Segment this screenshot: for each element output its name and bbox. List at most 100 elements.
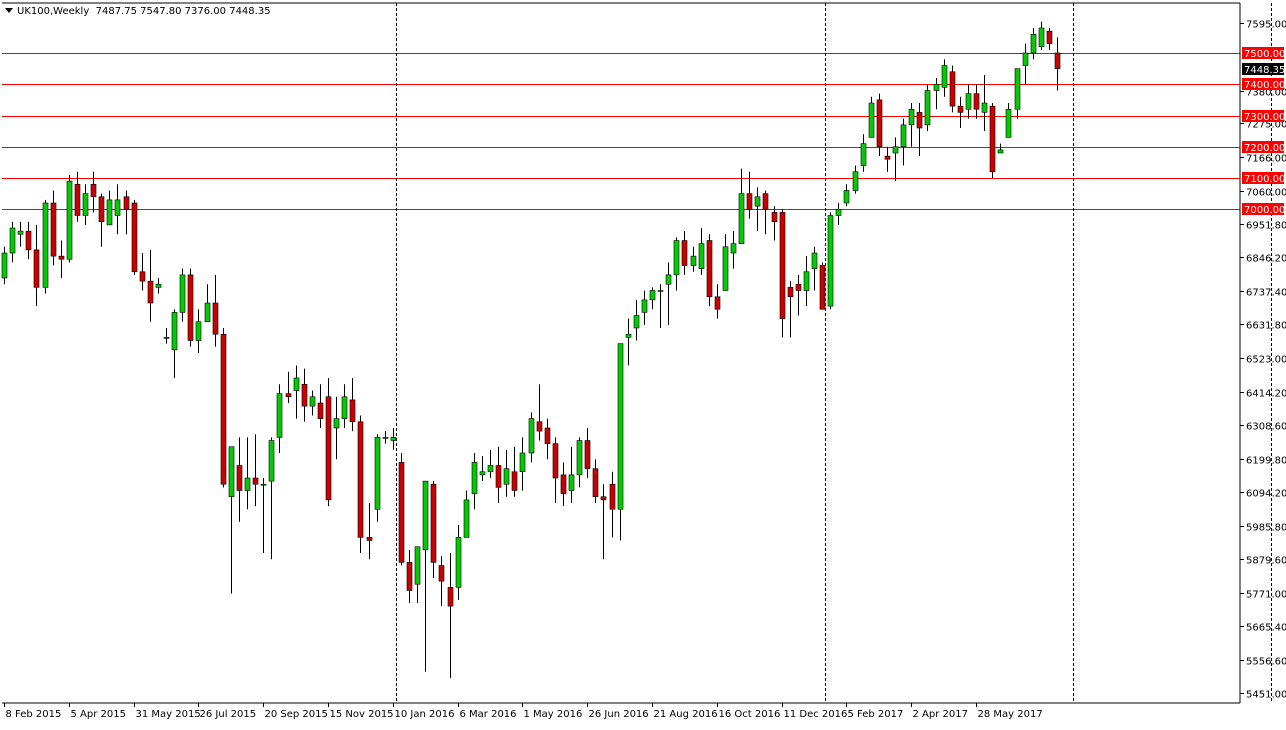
- candle[interactable]: [260, 478, 267, 553]
- candle[interactable]: [916, 103, 923, 157]
- candle[interactable]: [933, 78, 940, 110]
- candle[interactable]: [941, 59, 948, 97]
- candle[interactable]: [187, 268, 194, 347]
- candle[interactable]: [204, 284, 211, 323]
- candle[interactable]: [762, 190, 769, 235]
- candle[interactable]: [852, 165, 859, 194]
- candle[interactable]: [309, 390, 316, 416]
- candle[interactable]: [285, 371, 292, 403]
- candle[interactable]: [600, 484, 607, 560]
- candle[interactable]: [884, 146, 891, 172]
- candle[interactable]: [33, 224, 40, 307]
- candle[interactable]: [163, 328, 170, 344]
- candle[interactable]: [74, 171, 81, 222]
- candle[interactable]: [779, 209, 786, 338]
- candle[interactable]: [123, 190, 130, 235]
- candle[interactable]: [50, 190, 57, 266]
- candle[interactable]: [1038, 21, 1045, 50]
- candle[interactable]: [965, 84, 972, 119]
- candle[interactable]: [681, 231, 688, 275]
- candle[interactable]: [66, 174, 73, 263]
- candle[interactable]: [811, 246, 818, 291]
- candle[interactable]: [487, 449, 494, 478]
- candle[interactable]: [625, 318, 632, 366]
- candle[interactable]: [544, 418, 551, 460]
- candle[interactable]: [592, 459, 599, 503]
- candle[interactable]: [382, 431, 389, 444]
- candle[interactable]: [1054, 37, 1061, 91]
- candle[interactable]: [835, 203, 842, 225]
- candle[interactable]: [325, 378, 332, 507]
- candle[interactable]: [212, 274, 219, 347]
- candle[interactable]: [803, 256, 810, 307]
- candle[interactable]: [244, 437, 251, 510]
- candle[interactable]: [341, 384, 348, 428]
- candle[interactable]: [641, 290, 648, 325]
- candle[interactable]: [795, 274, 802, 316]
- candle[interactable]: [9, 221, 16, 263]
- candle[interactable]: [657, 284, 664, 328]
- candle[interactable]: [90, 171, 97, 213]
- candle[interactable]: [106, 190, 113, 226]
- candle[interactable]: [714, 284, 721, 319]
- candle[interactable]: [868, 96, 875, 138]
- candle[interactable]: [171, 309, 178, 378]
- candle[interactable]: [552, 437, 559, 503]
- candle[interactable]: [973, 84, 980, 119]
- candle[interactable]: [860, 134, 867, 172]
- candle[interactable]: [997, 143, 1004, 154]
- candle[interactable]: [114, 184, 121, 235]
- candle[interactable]: [633, 299, 640, 341]
- candle[interactable]: [576, 437, 583, 488]
- candle[interactable]: [317, 384, 324, 428]
- candle[interactable]: [698, 228, 705, 275]
- candle[interactable]: [1046, 28, 1053, 50]
- candle[interactable]: [268, 437, 275, 560]
- candle[interactable]: [414, 546, 421, 603]
- candle[interactable]: [609, 471, 616, 538]
- candle[interactable]: [673, 237, 680, 291]
- candle[interactable]: [390, 428, 397, 450]
- candle[interactable]: [495, 446, 502, 503]
- candle[interactable]: [479, 456, 486, 482]
- candle[interactable]: [511, 446, 518, 497]
- candle[interactable]: [584, 428, 591, 478]
- candle[interactable]: [463, 490, 470, 538]
- candle[interactable]: [771, 206, 778, 241]
- candle[interactable]: [908, 103, 915, 147]
- candle[interactable]: [989, 103, 996, 178]
- candle[interactable]: [220, 328, 227, 488]
- candle[interactable]: [398, 453, 405, 566]
- candle[interactable]: [900, 118, 907, 166]
- candle[interactable]: [519, 437, 526, 491]
- candle[interactable]: [827, 212, 834, 310]
- candle[interactable]: [787, 281, 794, 338]
- candle[interactable]: [422, 480, 429, 672]
- candle[interactable]: [949, 65, 956, 113]
- candle[interactable]: [58, 240, 65, 279]
- candle[interactable]: [131, 199, 138, 275]
- candle[interactable]: [754, 187, 761, 232]
- candle[interactable]: [301, 368, 308, 422]
- candle[interactable]: [957, 96, 964, 128]
- candle[interactable]: [155, 278, 162, 294]
- candle[interactable]: [139, 253, 146, 291]
- candle[interactable]: [1014, 68, 1021, 119]
- candle[interactable]: [195, 309, 202, 353]
- candle[interactable]: [293, 365, 300, 419]
- candle[interactable]: [357, 415, 364, 554]
- candle[interactable]: [25, 221, 32, 260]
- candle[interactable]: [236, 437, 243, 522]
- candle[interactable]: [252, 434, 259, 507]
- candle[interactable]: [981, 74, 988, 132]
- candle[interactable]: [349, 378, 356, 432]
- candle[interactable]: [730, 231, 737, 269]
- candle[interactable]: [471, 453, 478, 510]
- candle[interactable]: [1, 246, 8, 285]
- candle[interactable]: [568, 446, 575, 503]
- candle[interactable]: [1005, 103, 1012, 138]
- candle[interactable]: [1022, 43, 1029, 85]
- candle[interactable]: [179, 268, 186, 322]
- candle[interactable]: [374, 434, 381, 522]
